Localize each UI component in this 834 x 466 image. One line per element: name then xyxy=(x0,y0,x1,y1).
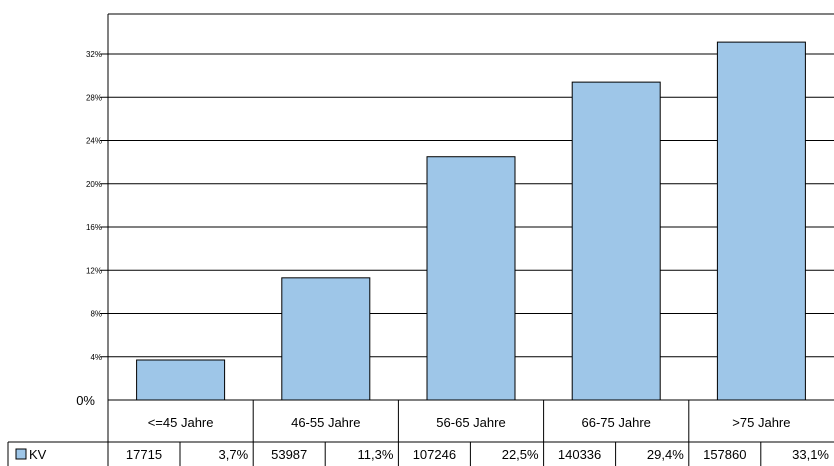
bar xyxy=(571,81,661,401)
y-tick-label: 4% xyxy=(90,353,102,362)
count-value: 140336 xyxy=(558,447,601,462)
count-value: 107246 xyxy=(413,447,456,462)
y-tick-label: 0% xyxy=(76,393,95,408)
count-value: 17715 xyxy=(126,447,162,462)
percent-value: 11,3% xyxy=(357,447,393,462)
y-tick-label: 24% xyxy=(86,137,102,146)
legend-label: KV xyxy=(29,447,47,462)
category-label: 46-55 Jahre xyxy=(291,415,360,430)
count-value: 157860 xyxy=(703,447,746,462)
legend-swatch xyxy=(15,448,27,460)
data-table: <=45 Jahre 46-55 Jahre 56-65 Jahre 66-75 Ja… xyxy=(7,400,834,466)
percent-value: 22,5% xyxy=(502,447,539,462)
y-axis-ticks: 0% 4% 8% 12% 16% 20% 24% 28% 32% xyxy=(76,50,102,408)
bar xyxy=(281,277,371,401)
y-tick-label: 28% xyxy=(86,93,102,102)
y-tick-label: 12% xyxy=(86,266,102,275)
bar xyxy=(426,156,516,401)
y-tick-label: 32% xyxy=(86,50,102,59)
bar xyxy=(716,41,806,401)
plot-frame xyxy=(107,13,834,466)
bars xyxy=(136,41,806,401)
percent-value: 33,1% xyxy=(792,447,829,462)
percent-value: 29,4% xyxy=(647,447,684,462)
y-tick-label: 16% xyxy=(86,223,102,232)
category-label: 66-75 Jahre xyxy=(582,415,651,430)
category-label: <=45 Jahre xyxy=(148,415,214,430)
category-label: >75 Jahre xyxy=(732,415,790,430)
percent-value: 3,7% xyxy=(219,447,249,462)
y-tick-label: 8% xyxy=(90,310,102,319)
bar xyxy=(136,359,226,401)
y-tick-label: 20% xyxy=(86,180,102,189)
count-value: 53987 xyxy=(271,447,307,462)
category-label: 56-65 Jahre xyxy=(436,415,505,430)
